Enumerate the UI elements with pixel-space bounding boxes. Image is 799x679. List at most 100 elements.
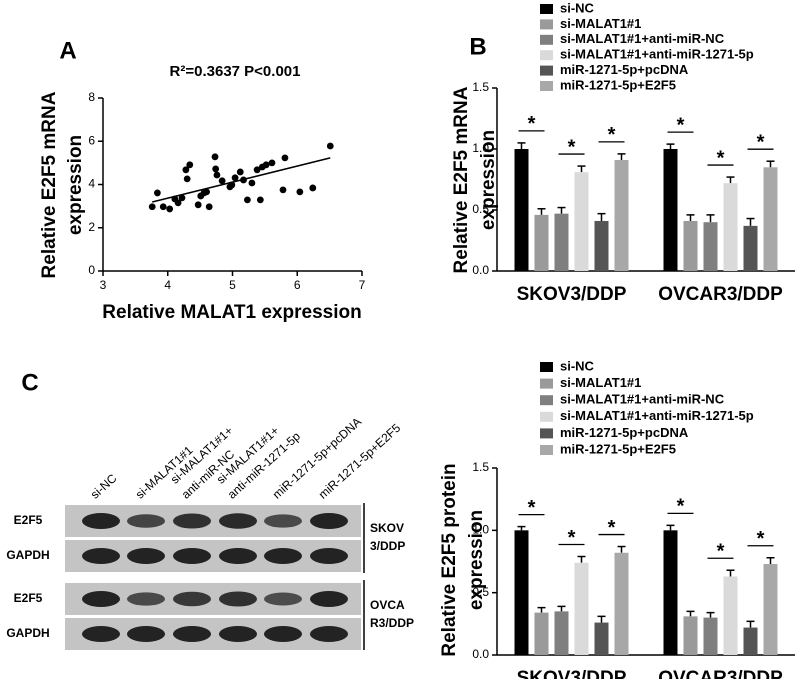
panel-label: C [21, 369, 38, 396]
blot-band [310, 626, 348, 642]
y-axis-label: expression [478, 130, 499, 230]
bar [554, 611, 569, 655]
blot-band [82, 513, 120, 529]
y-tick-label: 2 [88, 220, 95, 234]
significance-label: * [717, 147, 725, 169]
x-tick-label: 3 [100, 278, 107, 292]
y-tick-label: 0.5 [472, 202, 489, 216]
point [326, 142, 334, 150]
legend-swatch [540, 50, 553, 61]
bar [614, 159, 629, 271]
y-tick-label: 8 [88, 90, 95, 104]
point [203, 188, 211, 196]
bar [663, 149, 678, 271]
point [186, 161, 194, 169]
y-tick-label: 0.0 [472, 263, 489, 277]
y-tick-label: 0.5 [472, 585, 489, 599]
row-label: GAPDH [6, 548, 49, 562]
blot-band [310, 548, 348, 564]
legend-swatch [540, 19, 553, 30]
significance-label: * [568, 527, 576, 549]
legend-swatch [540, 428, 553, 439]
point [236, 168, 244, 176]
group-label: R3/DDP [370, 616, 414, 630]
point [262, 161, 270, 169]
lane-label: miR-1271-5p+E2F5 [316, 421, 404, 502]
x-tick-label: 4 [164, 278, 171, 292]
bar [763, 167, 778, 271]
blot-band [219, 626, 257, 642]
blot-band [127, 548, 165, 564]
legend-label: si-MALAT1#1+anti-miR-1271-5p [560, 408, 754, 423]
legend-label: si-NC [560, 0, 595, 15]
point [182, 166, 190, 174]
significance-label: * [677, 496, 685, 518]
group-label: 3/DDP [370, 539, 405, 553]
lane-label: miR-1271-5p+pcDNA [270, 415, 364, 502]
significance-label: * [608, 124, 616, 146]
fit-line [152, 157, 331, 203]
significance-label: * [528, 497, 536, 519]
point [178, 194, 186, 202]
x-tick-label: 6 [294, 278, 301, 292]
y-tick-label: 6 [88, 133, 95, 147]
bar [703, 222, 718, 271]
legend-label: miR-1271-5p+E2F5 [560, 77, 676, 92]
point [309, 184, 317, 192]
blot-band [127, 626, 165, 642]
legend-swatch [540, 4, 553, 14]
bar [514, 149, 529, 271]
y-axis-label: expression [466, 510, 487, 610]
point [194, 201, 202, 209]
blot-band [82, 548, 120, 564]
row-label: E2F5 [14, 591, 43, 605]
significance-label: * [568, 136, 576, 158]
row-label: GAPDH [6, 626, 49, 640]
significance-label: * [677, 114, 685, 136]
x-tick-label: 7 [359, 278, 366, 292]
blot-band [264, 626, 302, 642]
point [279, 186, 287, 194]
row-label: E2F5 [14, 513, 43, 527]
bar [683, 616, 698, 655]
bar [723, 576, 738, 655]
y-axis-label: Relative E2F5 mRNA [39, 91, 60, 278]
bar [534, 214, 549, 271]
y-tick-label: 4 [88, 177, 95, 191]
legend-swatch [540, 81, 553, 91]
legend-swatch [540, 65, 553, 76]
legend-label: si-MALAT1#1+anti-miR-1271-5p [560, 47, 754, 62]
x-tick-label: SKOV3/DDP [517, 284, 627, 305]
point [218, 177, 226, 185]
blot-band [219, 548, 257, 564]
significance-label: * [717, 541, 725, 563]
legend-swatch [540, 411, 553, 422]
bar [683, 220, 698, 271]
legend-label: miR-1271-5p+pcDNA [560, 62, 689, 77]
significance-label: * [608, 517, 616, 539]
point [174, 199, 182, 207]
point [166, 205, 174, 213]
blot-band [264, 514, 302, 528]
group-label: SKOV [370, 521, 404, 535]
blot-band [264, 548, 302, 564]
x-axis-label: Relative MALAT1 expression [102, 302, 361, 323]
blot-band [173, 626, 211, 642]
legend-label: miR-1271-5p+pcDNA [560, 425, 689, 440]
legend-swatch [540, 395, 553, 406]
bar [514, 530, 529, 655]
panel-label: B [469, 33, 486, 60]
y-tick-label: 0 [88, 263, 95, 277]
point [256, 196, 264, 204]
x-tick-label: SKOV3/DDP [517, 668, 627, 679]
y-axis-label: Relative E2F5 mRNA [451, 86, 472, 273]
legend-label: si-MALAT1#1 [560, 16, 641, 31]
blot-band [173, 513, 211, 529]
point [148, 203, 156, 211]
legend-swatch [540, 34, 553, 45]
y-tick-label: 1.5 [472, 460, 489, 474]
y-axis-label: Relative E2F5 protein [439, 463, 460, 656]
group-label: OVCA [370, 598, 405, 612]
bar [663, 530, 678, 655]
